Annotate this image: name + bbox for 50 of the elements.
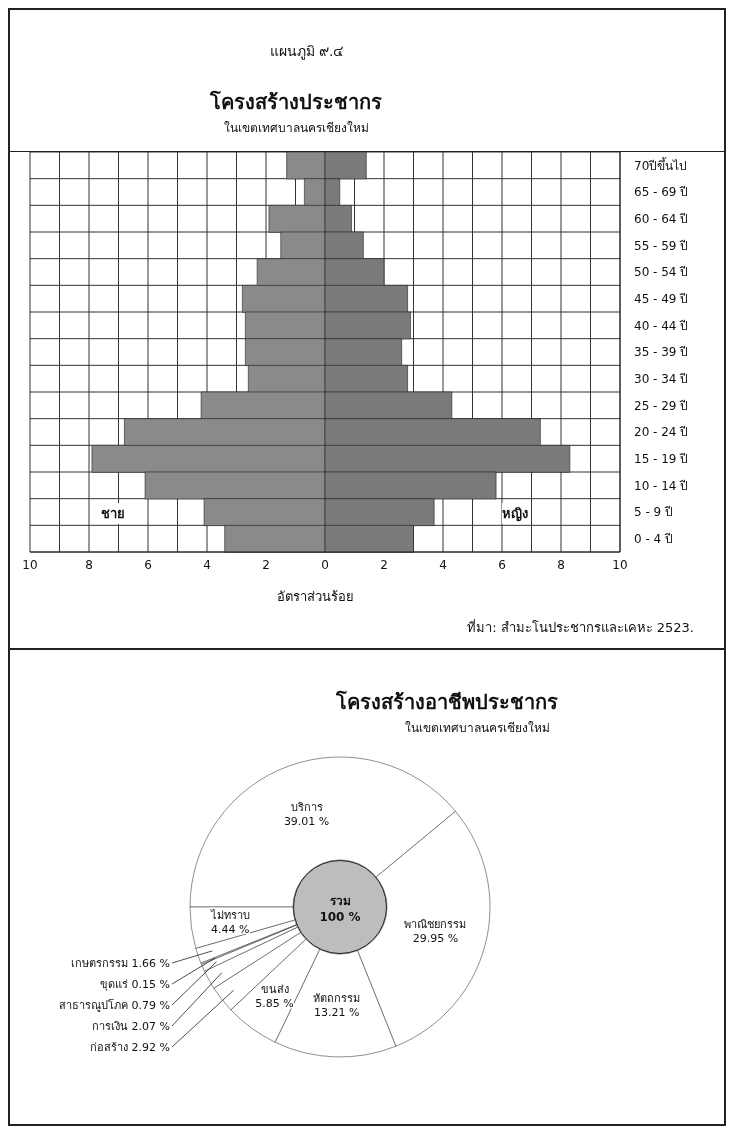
slice-label: พาณิชยกรรม — [404, 918, 467, 932]
chart-title: โครงสร้างประชากร — [210, 89, 383, 116]
slice-label: สาธารณูปโภค 0.79 % — [59, 998, 170, 1012]
slice-label: ไม่ทราบ — [209, 909, 250, 923]
data-label: 5.85 % — [255, 997, 294, 1011]
y-tick-label: 30 - 34 ปี — [634, 371, 689, 386]
y-tick-label: 15 - 19 ปี — [634, 451, 689, 466]
x-tick-label: 10 — [612, 557, 628, 572]
data-label: 29.95 % — [412, 932, 459, 946]
y-tick-label: 0 - 4 ปี — [634, 531, 674, 546]
x-tick-label: 6 — [498, 557, 506, 572]
x-tick-label: 4 — [203, 557, 211, 572]
chart-subtitle: ในเขตเทศบาลนครเชียงใหม่ — [403, 720, 551, 737]
slice-label: ก่อสร้าง 2.92 % — [90, 1041, 170, 1054]
y-tick-label: 55 - 59 ปี — [634, 238, 689, 253]
series-label: หญิง — [502, 503, 528, 524]
y-tick-label: 5 - 9 ปี — [634, 505, 674, 520]
data-label: 39.01 % — [283, 815, 330, 829]
text: ที่มา: สำมะโนประชากรและเคหะ 2523. — [466, 618, 695, 637]
slice-label: ขนส่ง — [260, 983, 289, 997]
slice-label: บริการ — [290, 801, 323, 815]
y-tick-label: 35 - 39 ปี — [634, 345, 689, 360]
text: แผนภูมิ ๙.๔ — [268, 42, 346, 62]
y-tick-label: 25 - 29 ปี — [634, 398, 689, 413]
slice-label: ขุดแร่ 0.15 % — [100, 978, 170, 991]
x-tick-label: 6 — [144, 557, 152, 572]
series-label: ชาย — [100, 503, 125, 524]
slice-label: เกษตรกรรม 1.66 % — [71, 957, 170, 970]
y-tick-label: 60 - 64 ปี — [634, 211, 689, 226]
data-label: 4.44 % — [210, 923, 250, 937]
x-tick-label: 4 — [439, 557, 447, 572]
x-tick-label: 2 — [380, 557, 388, 572]
y-tick-label: 10 - 14 ปี — [634, 478, 689, 493]
x-axis-title: อัตราส่วนร้อย — [275, 588, 355, 606]
slice-label: หัตถกรรม — [313, 992, 361, 1006]
chart-title: โครงสร้างอาชีพประชากร — [335, 689, 559, 716]
x-tick-label: 8 — [557, 557, 565, 572]
y-tick-label: 20 - 24 ปี — [634, 425, 689, 440]
y-tick-label: 40 - 44 ปี — [634, 318, 689, 333]
y-tick-label: 70ปีขึ้นไป — [634, 156, 688, 173]
chart-subtitle: ในเขตเทศบาลนครเชียงใหม่ — [223, 120, 370, 137]
y-tick-label: 50 - 54 ปี — [634, 265, 689, 280]
slice-label: การเงิน 2.07 % — [92, 1020, 170, 1033]
x-tick-label: 10 — [22, 557, 38, 572]
x-tick-label: 8 — [85, 557, 93, 572]
y-tick-label: 45 - 49 ปี — [634, 291, 689, 306]
x-tick-label: 0 — [321, 557, 329, 572]
y-tick-label: 65 - 69 ปี — [634, 185, 689, 200]
x-tick-label: 2 — [262, 557, 270, 572]
data-label: 13.21 % — [314, 1006, 360, 1020]
